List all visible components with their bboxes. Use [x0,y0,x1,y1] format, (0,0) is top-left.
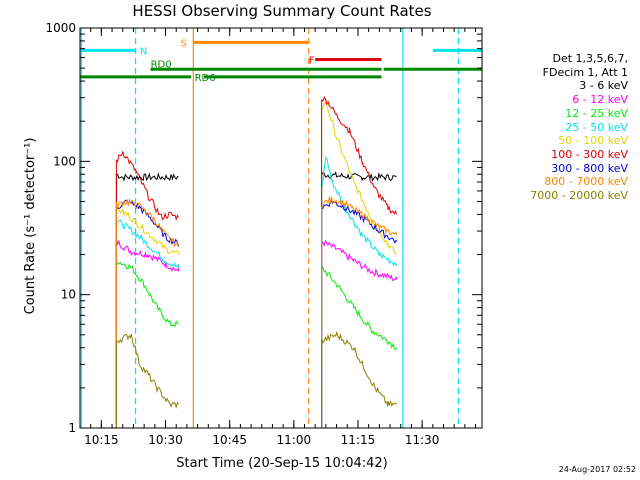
series-50-100-kev-interval-2 [321,99,397,428]
series-12-25-kev-interval-2 [321,263,397,428]
flag-rd0-label: RD0 [151,59,172,70]
y-tick-label-1: 1 [68,421,76,435]
series-12-25-kev-interval-1 [115,260,179,428]
x-tick-label-10:30: 10:30 [148,433,183,447]
legend-entry: 3 - 6 keV [579,79,628,93]
legend: Det 1,3,5,6,7, FDecim 1, Att 1 3 - 6 keV… [498,52,638,203]
y-tick-label-100: 100 [53,154,76,168]
x-tick-label-10:45: 10:45 [212,433,247,447]
series-50-100-kev-interval-1 [115,204,179,428]
flag-f-label: F [309,56,315,67]
series-3-6-kev-interval-1 [115,172,179,428]
legend-entry: 50 - 100 keV [558,134,628,148]
x-tick-label-11:15: 11:15 [341,433,376,447]
series-group [115,96,397,428]
legend-entry: 800 - 7000 keV [544,175,628,189]
y-tick-label-10: 10 [61,288,76,302]
event-marker-lines [80,28,460,428]
chart-title: HESSI Observing Summary Count Rates [132,2,431,20]
flag-s-label: S [181,38,187,49]
y-tick-label-1000: 1000 [45,21,76,35]
series-7000-20000-kev-interval-2 [321,331,397,428]
flag-rd6-label: RD6 [195,73,216,84]
legend-header-2: FDecim 1, Att 1 [542,65,628,79]
legend-entry: 300 - 800 keV [551,161,628,175]
timestamp: 24-Aug-2017 02:52 [558,465,636,474]
x-axis-label: Start Time (20-Sep-15 10:04:42) [176,456,387,471]
x-tick-label-11:30: 11:30 [405,433,440,447]
series-6-12-kev-interval-1 [115,238,179,428]
status-flags: N S F RD0 RD6 [80,38,482,84]
series-3-6-kev-interval-2 [321,171,397,428]
series-6-12-kev-interval-2 [321,239,397,428]
legend-entry: 12 - 25 keV [565,106,628,120]
y-axis-label: Count Rate (s⁻¹ detector⁻¹) [23,138,38,315]
series-25-50-kev-interval-1 [115,219,179,428]
legend-entry: 100 - 300 keV [551,147,628,161]
series-100-300-kev-interval-2 [321,96,397,428]
x-tick-label-11:00: 11:00 [277,433,312,447]
legend-header-1: Det 1,3,5,6,7, [552,52,628,65]
legend-entry: 25 - 50 keV [565,120,628,134]
series-800-7000-kev-interval-2 [321,195,397,428]
x-tick-label-10:15: 10:15 [84,433,119,447]
flag-n-label: N [140,46,147,57]
series-7000-20000-kev-interval-1 [115,333,179,428]
series-800-7000-kev-interval-1 [115,199,179,428]
series-25-50-kev-interval-2 [321,156,397,428]
legend-entry: 7000 - 20000 keV [530,189,628,203]
axes: 1 10 100 1000 10:15 10:30 10:45 11:00 11:15 11:30 [45,21,483,447]
series-300-800-kev-interval-2 [321,199,397,428]
legend-entry: 6 - 12 keV [572,93,628,107]
series-300-800-kev-interval-1 [115,198,179,428]
plot-frame [79,27,483,429]
series-100-300-kev-interval-1 [115,150,179,428]
